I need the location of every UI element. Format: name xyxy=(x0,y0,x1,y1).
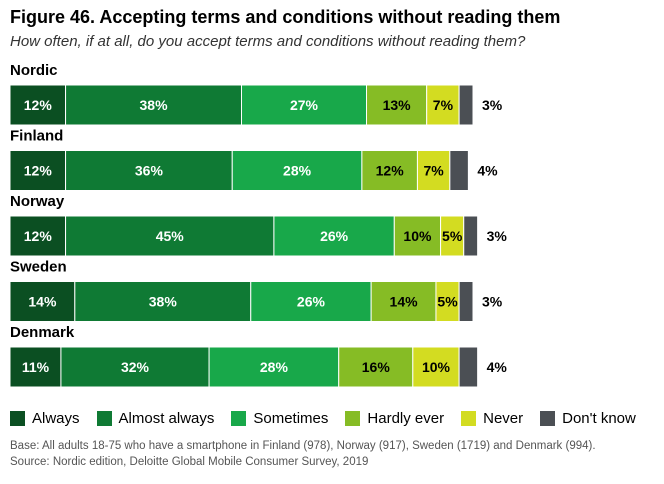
data-label-finland-hardly-ever: 12% xyxy=(376,163,405,179)
bar-denmark-never xyxy=(412,346,460,388)
bar-norway-don-t-know xyxy=(463,215,479,257)
bar-finland-hardly-ever xyxy=(361,150,418,191)
data-label-denmark-hardly-ever: 16% xyxy=(362,359,391,375)
data-label-nordic-sometimes: 27% xyxy=(290,97,319,113)
bar-nordic-always xyxy=(9,84,67,126)
bar-sweden-hardly-ever xyxy=(370,281,437,322)
bar-finland-never xyxy=(416,150,451,191)
data-label-nordic-don-t-know: 3% xyxy=(482,97,503,113)
data-label-sweden-hardly-ever: 14% xyxy=(390,294,419,310)
data-label-finland-sometimes: 28% xyxy=(283,163,312,179)
legend-label-sometimes: Sometimes xyxy=(253,410,329,427)
chart-title: Figure 46. Accepting terms and condition… xyxy=(10,7,561,27)
legend-swatch-always xyxy=(10,411,25,426)
chart-legend: Always Almost always Sometimes Hardly ev… xyxy=(10,410,636,427)
data-label-nordic-almost-always: 38% xyxy=(140,97,169,113)
data-label-denmark-never: 10% xyxy=(422,359,451,375)
legend-item-never: Never xyxy=(461,410,523,427)
data-label-finland-don-t-know: 4% xyxy=(477,163,498,179)
stacked-bar-chart: Nordic 12% 38% 27% 13% 7% 3% Finland 12% 36% 28% 12… xyxy=(9,62,508,388)
legend-item-hardly-ever: Hardly ever xyxy=(345,410,444,427)
legend-item-dont-know: Don't know xyxy=(540,410,636,427)
category-label-nordic: Nordic xyxy=(10,62,58,79)
bar-norway-sometimes xyxy=(273,215,395,257)
legend-label-never: Never xyxy=(483,410,524,427)
chart-subtitle: How often, if at all, do you accept term… xyxy=(10,33,526,50)
bar-sweden-almost-always xyxy=(74,281,252,322)
data-label-finland-almost-always: 36% xyxy=(135,163,164,179)
bar-norway-almost-always xyxy=(65,215,275,257)
bar-sweden-sometimes xyxy=(250,281,372,322)
category-label-norway: Norway xyxy=(10,193,65,210)
legend-label-hardly-ever: Hardly ever xyxy=(367,410,445,427)
data-label-sweden-don-t-know: 3% xyxy=(482,294,503,310)
bar-denmark-don-t-know xyxy=(458,346,479,388)
data-label-sweden-always: 14% xyxy=(28,294,57,310)
data-label-denmark-almost-always: 32% xyxy=(121,359,150,375)
data-label-denmark-sometimes: 28% xyxy=(260,359,289,375)
legend-item-always: Always xyxy=(10,410,80,427)
data-label-sweden-sometimes: 26% xyxy=(297,294,326,310)
data-label-denmark-always: 11% xyxy=(22,359,50,375)
data-label-sweden-never: 5% xyxy=(437,294,458,310)
footnote-base: Base: All adults 18-75 who have a smartp… xyxy=(10,440,596,452)
data-label-norway-always: 12% xyxy=(24,228,53,244)
legend-label-dont-know: Don't know xyxy=(562,410,636,427)
data-label-nordic-hardly-ever: 13% xyxy=(383,97,412,113)
bar-nordic-never xyxy=(426,84,460,126)
data-label-norway-don-t-know: 3% xyxy=(487,228,508,244)
legend-label-always: Always xyxy=(32,410,80,427)
legend-item-sometimes: Sometimes xyxy=(231,410,328,427)
bar-sweden-don-t-know xyxy=(458,281,474,322)
legend-swatch-hardly-ever xyxy=(345,411,361,426)
bar-denmark-sometimes xyxy=(208,346,340,388)
legend-swatch-sometimes xyxy=(231,411,247,426)
bar-sweden-always xyxy=(9,281,76,322)
legend-swatch-dont-know xyxy=(540,411,556,426)
bar-nordic-sometimes xyxy=(241,84,368,126)
data-label-denmark-don-t-know: 4% xyxy=(487,359,508,375)
data-label-norway-almost-always: 45% xyxy=(156,228,185,244)
data-label-finland-never: 7% xyxy=(424,163,445,179)
legend-label-almost-always: Almost always xyxy=(118,410,215,427)
legend-swatch-almost-always xyxy=(96,411,112,426)
category-label-denmark: Denmark xyxy=(10,324,75,341)
category-label-sweden: Sweden xyxy=(10,259,67,276)
data-label-nordic-always: 12% xyxy=(24,97,53,113)
footnote-source: Source: Nordic edition, Deloitte Global … xyxy=(10,456,369,468)
data-label-nordic-never: 7% xyxy=(433,97,454,113)
data-label-norway-hardly-ever: 10% xyxy=(403,228,432,244)
legend-swatch-never xyxy=(461,411,477,426)
bar-finland-almost-always xyxy=(65,150,233,191)
category-label-finland: Finland xyxy=(10,128,63,145)
data-label-norway-never: 5% xyxy=(442,228,463,244)
bar-nordic-almost-always xyxy=(65,84,242,126)
bar-finland-don-t-know xyxy=(449,150,469,191)
data-label-finland-always: 12% xyxy=(24,163,53,179)
data-label-norway-sometimes: 26% xyxy=(320,228,349,244)
bar-finland-sometimes xyxy=(231,150,363,191)
legend-item-almost-always: Almost always xyxy=(96,410,215,427)
data-label-sweden-almost-always: 38% xyxy=(149,294,178,310)
bar-nordic-don-t-know xyxy=(458,84,474,126)
bar-norway-hardly-ever xyxy=(393,215,442,257)
bar-finland-always xyxy=(9,150,67,191)
